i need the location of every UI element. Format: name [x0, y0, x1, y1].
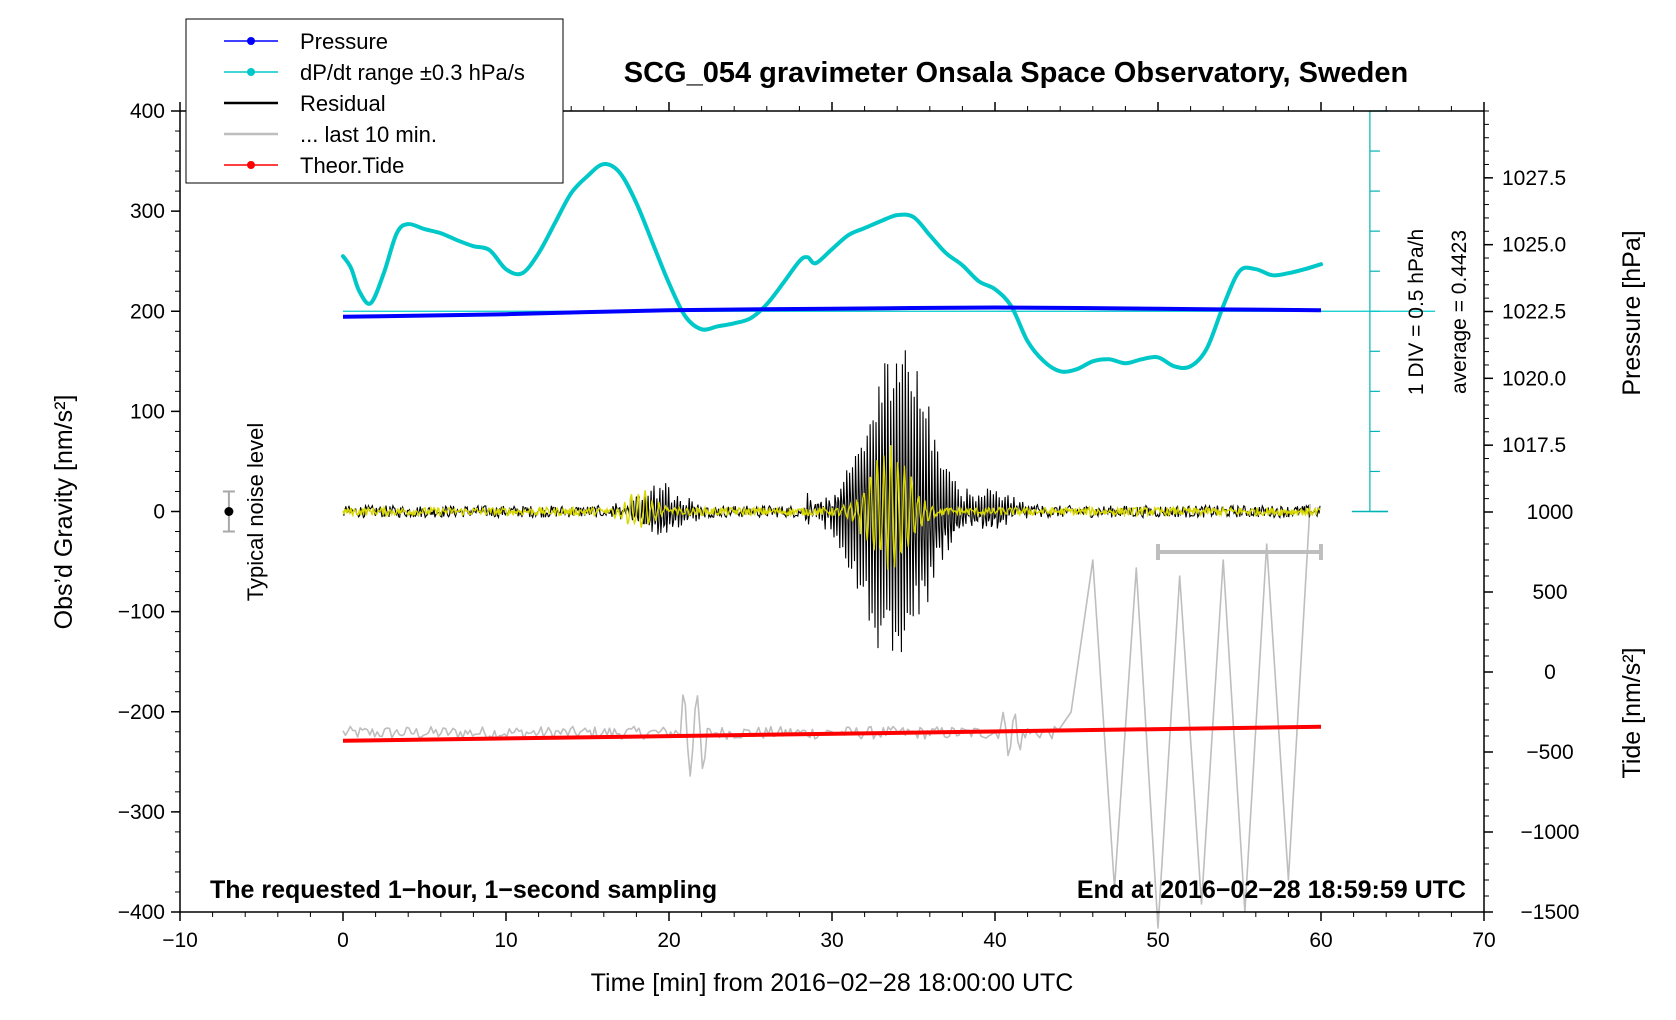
legend-marker-tide — [247, 161, 255, 169]
series-dpdt — [341, 162, 1323, 374]
legend-entry-residual: Residual — [224, 91, 386, 116]
legend-label-tide: Theor.Tide — [300, 153, 404, 178]
legend-marker-pressure — [247, 37, 255, 45]
y-tick-label: 400 — [130, 100, 165, 123]
series-theor-tide — [342, 724, 1322, 743]
pressure-tick-label: 1022.5 — [1502, 301, 1566, 324]
axis-ticks: −10 0 10 20 30 40 50 60 704003002001000−100−200−… — [118, 100, 1580, 952]
legend-entry-dpdt: dP/dt range ±0.3 hPa/s — [224, 60, 525, 85]
legend-entry-last10: ... last 10 min. — [224, 122, 437, 147]
tide-tick-label: 0 — [1544, 661, 1556, 684]
x-tick-label: 70 — [1472, 929, 1495, 952]
pressure-tick-label: 1027.5 — [1502, 167, 1566, 190]
legend-label-residual: Residual — [300, 91, 386, 116]
x-tick-label: 50 — [1146, 929, 1169, 952]
average-label: average = 0.4423 — [1448, 230, 1471, 394]
legend: Pressure dP/dt range ±0.3 hPa/s Residual… — [185, 18, 564, 184]
series-filtered — [342, 445, 1321, 570]
y-tick-label: −300 — [118, 801, 165, 824]
y-tick-label: −100 — [118, 601, 165, 624]
tide-tick-label: −500 — [1526, 741, 1573, 764]
bottom-left-note: The requested 1−hour, 1−second sampling — [210, 876, 717, 904]
bottom-right-note: End at 2016−02−28 18:59:59 UTC — [1077, 876, 1466, 904]
legend-label-dpdt: dP/dt range ±0.3 hPa/s — [300, 60, 525, 85]
legend-entry-tide: Theor.Tide — [224, 153, 404, 178]
y-tick-label: −400 — [118, 901, 165, 924]
x-tick-label: 0 — [337, 929, 349, 952]
legend-label-last10: ... last 10 min. — [300, 122, 437, 147]
x-tick-label: −10 — [162, 929, 198, 952]
series-residual — [342, 350, 1321, 653]
chart-title: SCG_054 gravimeter Onsala Space Observat… — [624, 57, 1408, 89]
x-axis-label: Time [min] from 2016−02−28 18:00:00 UTC — [591, 969, 1074, 997]
noise-level-label: Typical noise level — [243, 423, 268, 602]
y-tick-label: 100 — [130, 400, 165, 423]
tide-tick-label: 500 — [1532, 581, 1567, 604]
legend-label-pressure: Pressure — [300, 29, 388, 54]
series-last-10-min — [342, 503, 1311, 929]
x-tick-label: 40 — [983, 929, 1006, 952]
noise-point — [224, 507, 234, 516]
x-tick-label: 60 — [1309, 929, 1332, 952]
legend-marker-dpdt — [247, 68, 255, 76]
x-tick-label: 20 — [657, 929, 680, 952]
x-tick-label: 10 — [494, 929, 517, 952]
y-axis-label-pressure: Pressure [hPa] — [1618, 230, 1646, 395]
pressure-tick-label: 1020.0 — [1502, 367, 1566, 390]
tide-tick-label: −1500 — [1521, 901, 1580, 924]
y-axis-label-tide: Tide [nm/s²] — [1618, 647, 1646, 778]
tide-tick-label: 1000 — [1527, 501, 1574, 524]
pressure-tick-label: 1025.0 — [1502, 234, 1566, 257]
pressure-tick-label: 1017.5 — [1502, 434, 1566, 457]
y-tick-label: −200 — [118, 701, 165, 724]
series-pressure — [342, 305, 1322, 319]
y-tick-label: 0 — [153, 501, 165, 524]
series-layer — [222, 110, 1436, 929]
y-tick-label: 200 — [130, 300, 165, 323]
y-tick-label: 300 — [130, 200, 165, 223]
legend-box — [185, 18, 564, 184]
y-axis-label-left: Obs’d Gravity [nm/s²] — [50, 395, 78, 630]
legend-entry-pressure: Pressure — [224, 29, 388, 54]
plot-frame — [179, 110, 1485, 913]
div-label: 1 DIV = 0.5 hPa/h — [1405, 229, 1428, 395]
tide-tick-label: −1000 — [1521, 821, 1580, 844]
x-tick-label: 30 — [820, 929, 843, 952]
